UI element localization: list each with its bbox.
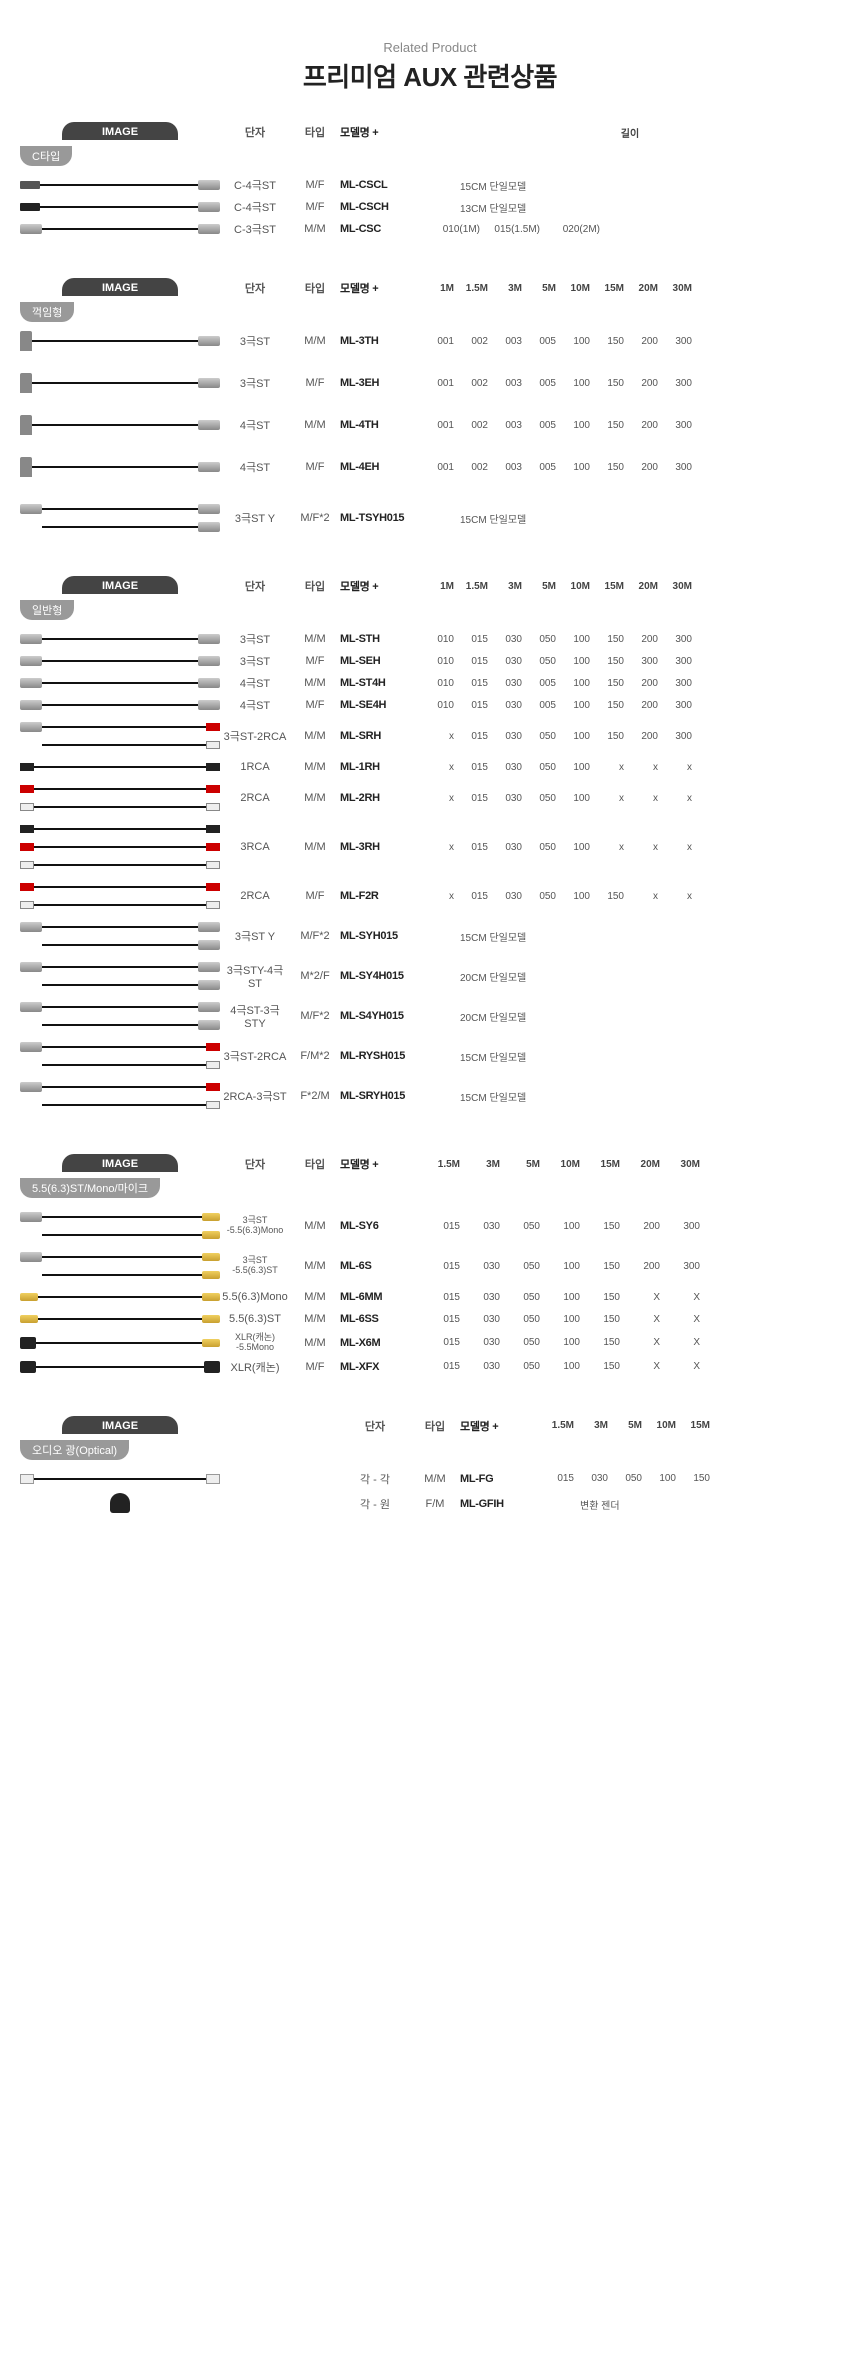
row: 4극ST M/F ML-SE4H 01001503000510015020030… <box>20 694 840 716</box>
row: 3극ST-5.5(6.3)ST M/M ML-6S 01503005010015… <box>20 1246 840 1286</box>
row: 1RCA M/M ML-1RH x015030050100xxx <box>20 756 840 778</box>
page-header: Related Product 프리미엄 AUX 관련상품 <box>20 40 840 94</box>
row: 2RCA M/F ML-F2R x015030050100150xx <box>20 876 840 916</box>
adapter-icon <box>110 1493 130 1513</box>
row: 3RCA M/M ML-3RH x015030050100xxx <box>20 818 840 876</box>
row: 4극ST M/M ML-ST4H 01001503000510015020030… <box>20 672 840 694</box>
cable-icon <box>20 221 220 237</box>
row: XLR(캐논)-5.5Mono M/M ML-X6M 0150300501001… <box>20 1330 840 1356</box>
row: 각 - 원 F/M ML-GFIH 변환 젠더 <box>20 1490 840 1519</box>
row: 2RCA M/M ML-2RH x015030050100xxx <box>20 778 840 818</box>
row: 4극ST M/M ML-4TH 001002003005100150200300 <box>20 414 840 436</box>
row: 3극ST-5.5(6.3)Mono M/M ML-SY6 01503005010… <box>20 1206 840 1246</box>
row: 2RCA-3극ST F*2/M ML-SRYH015 15CM 단일모델 <box>20 1076 840 1116</box>
section-general: IMAGE 단자 타입 모델명 + 1M1.5M3M5M10M15M20M30M… <box>20 578 840 1116</box>
row: 5.5(6.3)ST M/M ML-6SS 015030050100150XX <box>20 1308 840 1330</box>
section-optical: IMAGE 단자 타입 모델명 + 1.5M3M5M10M15M 오디오 광(O… <box>20 1418 840 1519</box>
row: C-4극ST M/F ML-CSCH 13CM 단일모델 <box>20 196 840 218</box>
row: 4극ST-3극STY M/F*2 ML-S4YH015 20CM 단일모델 <box>20 996 840 1036</box>
row: 3극ST M/F ML-SEH 010015030050100150300300 <box>20 650 840 672</box>
row: 3극STY-4극ST M*2/F ML-SY4H015 20CM 단일모델 <box>20 956 840 996</box>
cable-icon <box>20 177 220 193</box>
col-header: IMAGE 단자 타입 모델명 + 길이 <box>20 124 840 140</box>
row: 4극ST M/F ML-4EH 001002003005100150200300 <box>20 456 840 478</box>
section-55: IMAGE 단자 타입 모델명 + 1.5M3M5M10M15M20M30M 5… <box>20 1156 840 1378</box>
col-header: IMAGE 단자 타입 모델명 + 1M1.5M3M5M10M15M20M30M <box>20 280 840 296</box>
section-ctype: IMAGE 단자 타입 모델명 + 길이 C타입 C-4극ST M/F ML-C… <box>20 124 840 240</box>
page-title: 프리미엄 AUX 관련상품 <box>20 57 840 94</box>
image-pill: IMAGE <box>62 122 178 140</box>
row: 3극ST M/M ML-3TH 001002003005100150200300 <box>20 330 840 352</box>
row: C-4극ST M/F ML-CSCL 15CM 단일모델 <box>20 174 840 196</box>
row: XLR(캐논) M/F ML-XFX 015030050100150XX <box>20 1356 840 1378</box>
section-angle: IMAGE 단자 타입 모델명 + 1M1.5M3M5M10M15M20M30M… <box>20 280 840 538</box>
row: 5.5(6.3)Mono M/M ML-6MM 015030050100150X… <box>20 1286 840 1308</box>
len-header: 1M1.5M3M5M10M15M20M30M <box>420 283 692 294</box>
row: C-3극ST M/M ML-CSC 010(1M) 015(1.5M) 020(… <box>20 218 840 240</box>
row: 3극ST Y M/F*2 ML-SYH015 15CM 단일모델 <box>20 916 840 956</box>
subtitle: Related Product <box>20 40 840 55</box>
row: 3극ST M/F ML-3EH 001002003005100150200300 <box>20 372 840 394</box>
sub-ctype: C타입 <box>20 146 72 166</box>
cable-icon <box>20 199 220 215</box>
row: 3극ST-2RCA F/M*2 ML-RYSH015 15CM 단일모델 <box>20 1036 840 1076</box>
row: 3극ST M/M ML-STH 010015030050100150200300 <box>20 628 840 650</box>
optical-cable-icon <box>20 1471 220 1487</box>
row: 3극ST Y M/F*2 ML-TSYH015 15CM 단일모델 <box>20 498 840 538</box>
row: 각 - 각 M/M ML-FG 015030050100150 <box>20 1468 840 1490</box>
row: 3극ST-2RCA M/M ML-SRH x015030050100150200… <box>20 716 840 756</box>
